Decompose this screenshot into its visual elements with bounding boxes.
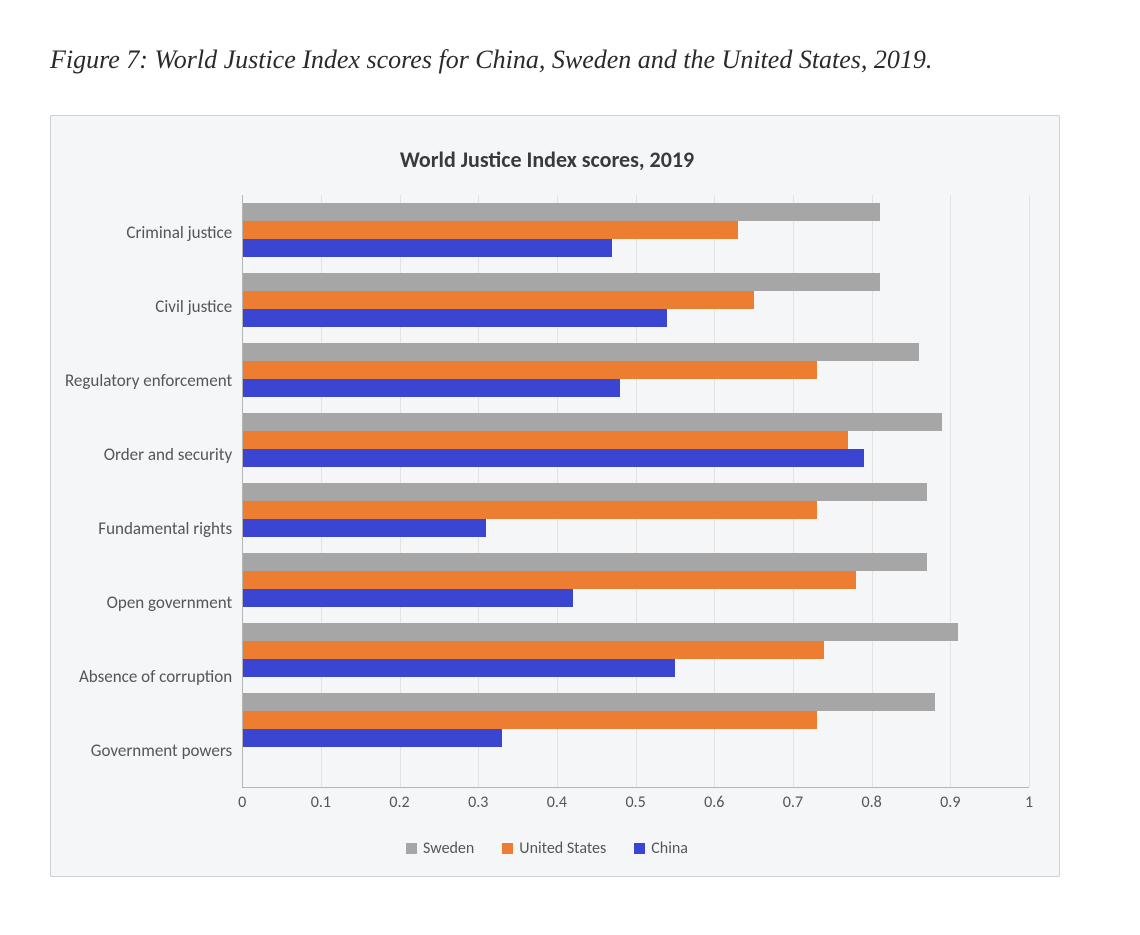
bar [242, 641, 824, 659]
y-axis-label: Criminal justice [65, 195, 232, 269]
legend-label-us: United States [519, 839, 606, 858]
legend-label-china: China [651, 839, 688, 858]
x-axis-tick: 1 [1025, 793, 1033, 812]
plot-row: Criminal justiceCivil justiceRegulatory … [65, 195, 1029, 787]
bar [242, 413, 942, 431]
bar [242, 483, 927, 501]
bar [242, 221, 738, 239]
x-axis-tick: 0.2 [389, 793, 409, 812]
x-axis-tick: 0.4 [547, 793, 567, 812]
bar [242, 623, 958, 641]
legend-swatch-sweden [406, 843, 417, 854]
x-axis-ticks-row: 00.10.20.30.40.50.60.70.80.91 [65, 787, 1029, 807]
bar [242, 239, 612, 257]
y-axis-label: Open government [65, 565, 232, 639]
y-axis-label: Order and security [65, 417, 232, 491]
legend-item-sweden: Sweden [406, 839, 474, 858]
bar [242, 203, 879, 221]
bar [242, 571, 856, 589]
legend: Sweden United States China [65, 839, 1029, 858]
bar [242, 309, 667, 327]
y-axis-label: Fundamental rights [65, 491, 232, 565]
legend-item-china: China [634, 839, 688, 858]
bar [242, 291, 753, 309]
bar-group [242, 685, 1029, 755]
bar [242, 589, 572, 607]
bar [242, 449, 864, 467]
figure-caption: Figure 7: World Justice Index scores for… [50, 40, 1030, 79]
y-axis-label: Regulatory enforcement [65, 343, 232, 417]
bar [242, 519, 486, 537]
x-axis-tick: 0.5 [625, 793, 645, 812]
y-axis-label: Absence of corruption [65, 639, 232, 713]
bar [242, 343, 919, 361]
x-axis-tick: 0.3 [468, 793, 488, 812]
legend-swatch-us [502, 843, 513, 854]
chart-container: World Justice Index scores, 2019 Crimina… [50, 115, 1060, 877]
legend-swatch-china [634, 843, 645, 854]
bar-group [242, 195, 1029, 265]
bar-group [242, 545, 1029, 615]
y-axis-line [242, 195, 243, 787]
bar [242, 501, 816, 519]
y-axis-label: Civil justice [65, 269, 232, 343]
bar [242, 431, 848, 449]
plot-area [242, 195, 1029, 787]
x-axis-tick: 0.7 [783, 793, 803, 812]
y-axis-labels: Criminal justiceCivil justiceRegulatory … [65, 195, 242, 787]
x-axis-tick: 0.9 [940, 793, 960, 812]
bar-group [242, 615, 1029, 685]
x-axis-tick: 0.1 [311, 793, 331, 812]
bar [242, 553, 927, 571]
bar [242, 659, 675, 677]
y-axis-label: Government powers [65, 713, 232, 787]
bar [242, 729, 502, 747]
bar-groups [242, 195, 1029, 755]
bar [242, 693, 934, 711]
bar [242, 273, 879, 291]
bar [242, 379, 620, 397]
bar [242, 711, 816, 729]
legend-item-us: United States [502, 839, 606, 858]
x-axis-tick: 0 [238, 793, 246, 812]
bar [242, 361, 816, 379]
bar-group [242, 335, 1029, 405]
chart-title: World Justice Index scores, 2019 [65, 146, 1029, 173]
x-axis-tick: 0.6 [704, 793, 724, 812]
legend-label-sweden: Sweden [423, 839, 474, 858]
bar-group [242, 475, 1029, 545]
bar-group [242, 405, 1029, 475]
bar-group [242, 265, 1029, 335]
gridline [1029, 195, 1030, 787]
x-axis-tick: 0.8 [861, 793, 881, 812]
x-axis-line [242, 787, 1029, 788]
